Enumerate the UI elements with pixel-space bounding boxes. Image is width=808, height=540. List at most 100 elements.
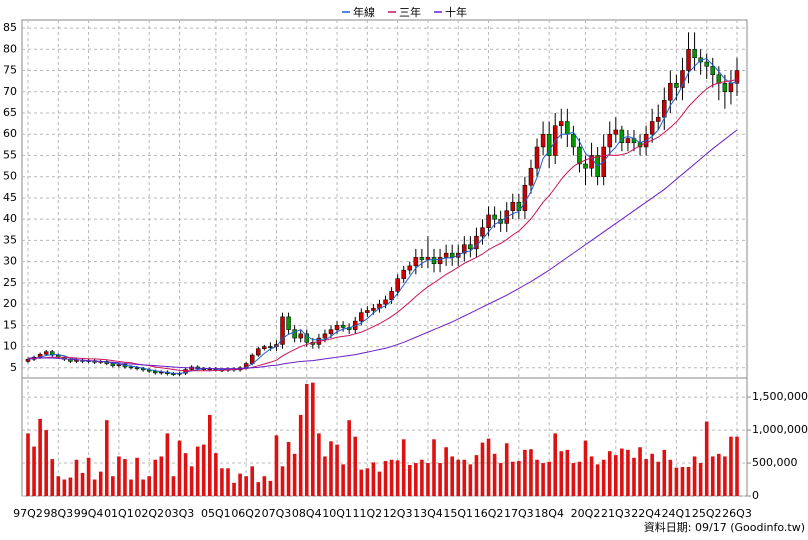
volume-bar xyxy=(311,382,315,496)
volume-bar xyxy=(523,449,527,496)
volume-bar xyxy=(535,459,539,496)
volume-bar xyxy=(359,469,364,496)
y-tick-label: 30 xyxy=(3,255,17,268)
volume-bar xyxy=(444,447,448,496)
candle-body xyxy=(571,133,576,148)
x-tick-label: 26Q3 xyxy=(722,507,752,520)
candle-body xyxy=(468,244,473,250)
x-tick-label: 12Q3 xyxy=(383,507,413,520)
volume-bar xyxy=(601,459,606,496)
candle-body xyxy=(298,333,303,339)
candle-body xyxy=(407,265,413,271)
volume-bar xyxy=(214,453,218,496)
volume-bar xyxy=(644,459,648,496)
volume-bar xyxy=(735,436,739,496)
volume-bar xyxy=(274,435,279,496)
volume-bar xyxy=(347,420,351,496)
volume-bar xyxy=(729,436,733,496)
candle-body xyxy=(292,329,297,339)
volume-bar xyxy=(141,479,145,496)
x-tick-label: 10Q1 xyxy=(322,507,352,520)
candle-body xyxy=(722,83,728,93)
volume-bar xyxy=(529,449,533,496)
volume-bar xyxy=(165,433,170,496)
volume-bar xyxy=(704,421,709,496)
volume-bar xyxy=(468,464,473,496)
candle-body xyxy=(43,351,49,355)
candle-body xyxy=(710,66,716,76)
volume-bar xyxy=(717,453,721,496)
candle-body xyxy=(686,49,691,71)
volume-bar xyxy=(656,461,661,496)
volume-bar xyxy=(517,461,521,496)
candle-body xyxy=(589,155,594,169)
volume-bar xyxy=(26,433,30,496)
y-tick-label: 40 xyxy=(3,212,17,225)
x-tick-label: 22Q4 xyxy=(631,507,661,520)
volume-bar xyxy=(589,456,594,496)
volume-bar xyxy=(504,443,509,496)
candle-body xyxy=(528,167,534,186)
x-tick-label: 02Q2 xyxy=(134,507,164,520)
volume-bar xyxy=(420,459,424,496)
volume-bar xyxy=(341,464,345,496)
volume-bar xyxy=(686,466,691,496)
candle-body xyxy=(462,244,467,254)
volume-bar xyxy=(329,441,333,496)
volume-bar xyxy=(38,418,42,496)
volume-bar xyxy=(668,459,673,496)
volume-bar xyxy=(438,463,442,496)
volume-bar xyxy=(195,446,200,496)
volume-bar xyxy=(80,472,85,496)
candle-body xyxy=(655,117,661,122)
candle-body xyxy=(522,184,528,211)
volume-bar xyxy=(123,459,127,496)
volume-bar xyxy=(262,476,267,496)
x-tick-label: 97Q2 xyxy=(13,507,43,520)
volume-bar xyxy=(147,476,151,496)
volume-bar xyxy=(117,456,121,496)
x-tick-label: 25Q2 xyxy=(692,507,722,520)
x-tick-label: 16Q2 xyxy=(474,507,504,520)
candle-body xyxy=(286,316,291,330)
volume-bar xyxy=(256,482,261,496)
y-tick-label: 85 xyxy=(3,21,17,34)
volume-bar xyxy=(371,462,376,496)
candle-body xyxy=(649,121,655,135)
volume-bar xyxy=(207,414,212,496)
volume-bar xyxy=(365,468,370,496)
y2-tick-label: 0 xyxy=(752,489,759,502)
candle-body xyxy=(734,70,740,84)
volume-bar xyxy=(238,473,242,496)
candle-body xyxy=(486,214,491,228)
candle-body xyxy=(419,257,425,260)
candle-body xyxy=(365,310,370,313)
volume-bar xyxy=(456,459,461,496)
x-tick-label: 11Q2 xyxy=(353,507,383,520)
candle-body xyxy=(559,121,564,126)
volume-bar xyxy=(650,453,654,496)
x-tick-label: 06Q2 xyxy=(231,507,261,520)
volume-bar xyxy=(201,444,206,496)
volume-bar xyxy=(474,455,479,496)
volume-bar xyxy=(286,441,291,496)
volume-bar xyxy=(407,465,412,496)
candle-body xyxy=(401,269,406,279)
x-tick-label: 01Q1 xyxy=(104,507,134,520)
volume-bar xyxy=(680,466,685,496)
candle-body xyxy=(716,74,722,84)
y-tick-label: 45 xyxy=(3,191,17,204)
candle-body xyxy=(425,257,431,260)
candle-body xyxy=(540,133,546,148)
y-tick-label: 55 xyxy=(3,148,17,161)
volume-bar xyxy=(662,449,667,496)
volume-bar xyxy=(317,433,321,496)
volume-bar xyxy=(159,456,164,496)
x-tick-label: 24Q1 xyxy=(662,507,692,520)
volume-bar xyxy=(56,476,61,496)
x-tick-label: 20Q2 xyxy=(571,507,601,520)
ma-line xyxy=(27,58,738,374)
candle-body xyxy=(110,363,116,366)
candle-body xyxy=(534,146,540,169)
volume-bar xyxy=(129,479,133,496)
